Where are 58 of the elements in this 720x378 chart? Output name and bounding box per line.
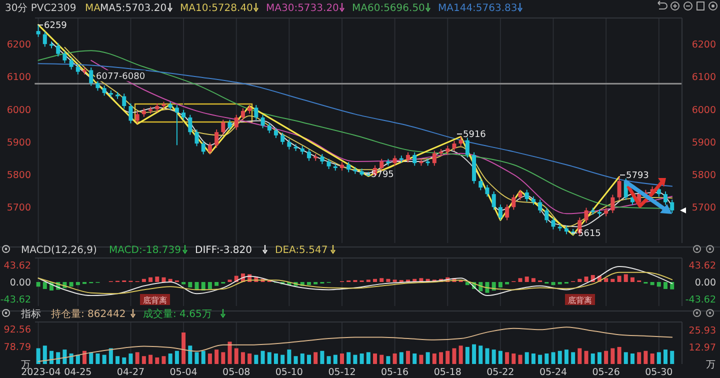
y2-tick-label: 5900 — [692, 137, 716, 148]
y-tick-label: 6000 — [6, 104, 31, 116]
band-label: 6077-6080 — [96, 72, 146, 82]
y2-tick-label: 5800 — [692, 170, 716, 182]
legend-label: MA60:5696.50 — [352, 3, 425, 14]
annotation: 底背离 — [568, 296, 592, 305]
y-tick-label: 5900 — [6, 137, 31, 148]
legend-label: MA144:5763.83 — [438, 3, 518, 14]
y-tick-label: 5700 — [6, 202, 31, 214]
x-tick-label: 05-10 — [275, 367, 303, 378]
y-tick-label: 78.79 — [4, 342, 31, 353]
y2-tick-label: 12.97 — [688, 342, 716, 354]
x-tick-label: 04-27 — [116, 367, 145, 378]
series-label: 成交量: 4.65万 — [143, 308, 212, 320]
legend-label: MACD:-18.739 — [109, 245, 181, 256]
x-tick-label: 05-24 — [539, 367, 568, 378]
y2-tick-label: 6000 — [692, 104, 716, 116]
legend-label: DEA:5.547 — [275, 245, 328, 256]
legend-label: 持仓量: 862442 — [51, 308, 126, 320]
legend-label: MA10:5728.40 — [180, 3, 253, 14]
x-tick-label: 05-16 — [381, 367, 409, 378]
annotation: 6259 — [44, 21, 68, 31]
chart-title: MACD(12,26,9) — [21, 245, 98, 256]
y-tick-label: 6100 — [6, 72, 31, 84]
x-tick-label: 04-25 — [64, 367, 92, 378]
x-tick-label: 05-22 — [486, 367, 514, 378]
y2-tick-label: 万 — [706, 360, 716, 370]
x-tick-label: 2023-04 — [21, 367, 61, 378]
annotation: 5615 — [578, 229, 601, 239]
x-tick-label: 05-18 — [434, 367, 462, 378]
legend-label: MA5:5703.20 — [100, 3, 167, 14]
legend-label: MA30:5733.20 — [266, 3, 339, 14]
x-tick-label: 05-12 — [328, 367, 356, 378]
legend-title: MA — [85, 3, 101, 14]
annotation: 5916 — [463, 130, 486, 140]
y2-tick-label: 25.93 — [688, 325, 716, 336]
y-tick-label: -43.62 — [0, 294, 31, 306]
annotation: 5795 — [371, 170, 394, 180]
legend-label: DIFF:-3.820 — [195, 245, 252, 256]
y-tick-label: 92.56 — [4, 324, 31, 336]
y-tick-label: 5800 — [6, 170, 31, 182]
y2-tick-label: 5700 — [692, 202, 716, 214]
y2-tick-label: -43.62 — [685, 294, 716, 306]
y2-tick-label: 6200 — [692, 40, 716, 51]
x-tick-label: 05-08 — [222, 367, 250, 378]
y2-tick-label: 43.62 — [688, 260, 716, 272]
y2-tick-label: 6100 — [692, 72, 716, 84]
y-tick-label: 6200 — [6, 40, 31, 51]
annotation: 底背离 — [143, 296, 167, 305]
y2-tick-label: 0.00 — [694, 278, 716, 288]
chart-title: 指标 — [20, 308, 41, 320]
annotation: 5793 — [626, 171, 649, 181]
x-tick-label: 05-30 — [645, 367, 673, 378]
chart-title: 30分 PVC2309 — [5, 2, 76, 14]
y-tick-label: 43.62 — [4, 260, 31, 272]
x-tick-label: 05-04 — [170, 367, 198, 378]
y-tick-label: 0.00 — [10, 278, 31, 288]
x-tick-label: 05-26 — [592, 367, 620, 378]
